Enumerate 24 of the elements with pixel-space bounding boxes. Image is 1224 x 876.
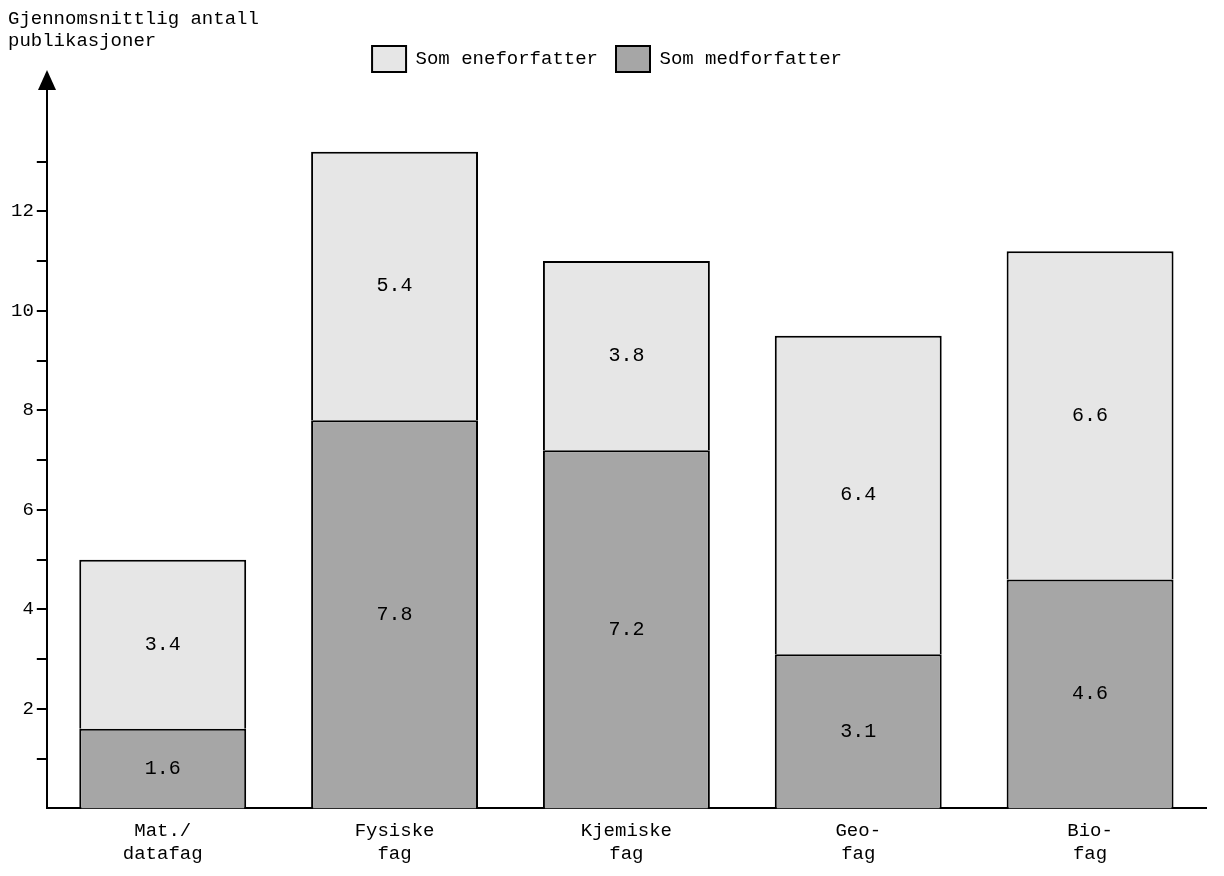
x-tick-label: Kjemiske fag — [580, 819, 673, 865]
data-label: 6.6 — [1072, 403, 1109, 427]
legend-label: Som eneforfatter — [415, 48, 599, 71]
data-label: 3.4 — [144, 632, 181, 656]
data-label: 3.8 — [608, 343, 645, 367]
y-tick-label: 6 — [22, 498, 34, 521]
y-tick-label: 4 — [22, 598, 34, 621]
y-tick-label: 8 — [22, 399, 34, 422]
x-tick-label: Geo- fag — [835, 819, 882, 865]
data-label: 7.8 — [376, 602, 413, 626]
data-label: 7.2 — [608, 617, 645, 641]
y-tick-label: 12 — [10, 200, 34, 223]
y-tick-label: 10 — [10, 299, 34, 322]
y-axis-title: Gjennomsnittlig antall publikasjoner — [8, 8, 260, 52]
data-label: 6.4 — [840, 483, 877, 507]
data-label: 1.6 — [144, 756, 181, 780]
y-tick-label: 2 — [22, 697, 34, 720]
legend-label: Som medforfatter — [659, 48, 842, 71]
x-tick-label: Fysiske fag — [354, 819, 435, 865]
x-tick-label: Mat./ datafag — [122, 819, 203, 865]
data-label: 3.1 — [840, 719, 877, 743]
data-label: 4.6 — [1072, 682, 1109, 706]
x-tick-label: Bio- fag — [1067, 819, 1113, 865]
data-label: 5.4 — [376, 274, 413, 298]
